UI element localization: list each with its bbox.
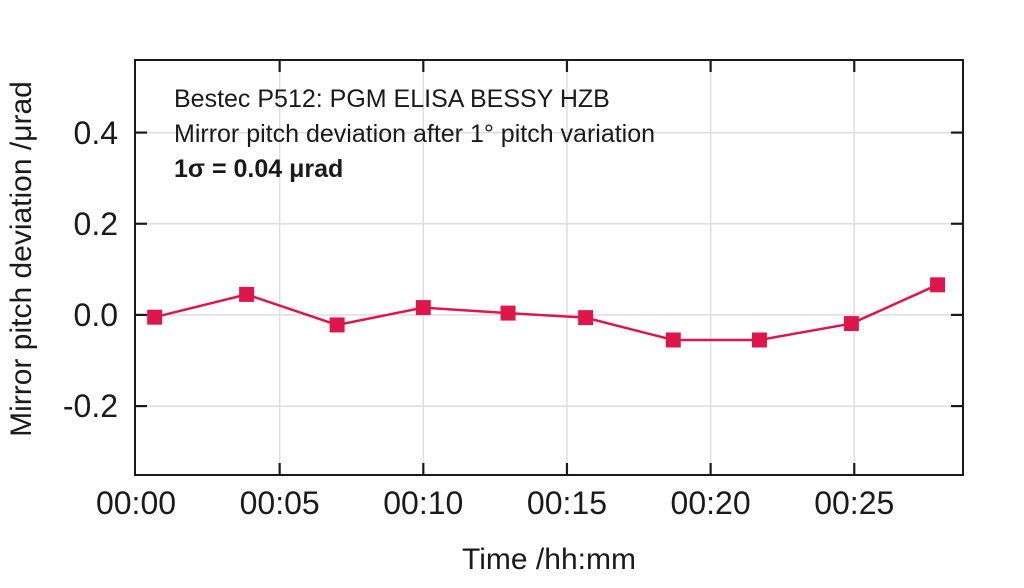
x-tick-label: 00:10 — [383, 485, 464, 521]
plot-annotation: Bestec P512: PGM ELISA BESSY HZB Mirror … — [174, 82, 655, 187]
data-point-marker — [239, 286, 255, 302]
x-tick-label: 00:25 — [814, 485, 895, 521]
x-tick-label: 00:15 — [526, 485, 607, 521]
data-point-marker — [843, 316, 859, 332]
data-point-marker — [329, 317, 345, 333]
y-tick-label: 0.0 — [73, 296, 118, 333]
y-tick-label: -0.2 — [62, 388, 118, 425]
x-axis-title: Time /hh:mm — [462, 543, 636, 576]
x-tick-label: 00:05 — [239, 485, 320, 521]
annotation-subtitle: Mirror pitch deviation after 1° pitch va… — [174, 120, 656, 148]
data-point-marker — [751, 332, 767, 348]
plot-canvas — [136, 61, 962, 474]
annotation-sigma: 1σ = 0.04 μrad — [174, 155, 344, 183]
annotation-title: Bestec P512: PGM ELISA BESSY HZB — [174, 85, 610, 113]
data-point-marker — [665, 332, 681, 348]
data-point-marker — [147, 309, 163, 325]
data-point-marker — [500, 305, 516, 321]
data-point-marker — [415, 300, 431, 316]
x-tick-label: 00:00 — [95, 485, 177, 521]
data-point-marker — [578, 310, 594, 326]
y-tick-label: 0.2 — [73, 205, 118, 242]
data-point-marker — [930, 277, 946, 293]
x-tick-label: 00:20 — [670, 485, 751, 521]
plot-area: Bestec P512: PGM ELISA BESSY HZB Mirror … — [134, 59, 964, 476]
y-tick-label: 0.4 — [73, 114, 118, 151]
y-axis-title: Mirror pitch deviation /μrad — [5, 81, 38, 437]
data-line — [154, 283, 939, 342]
